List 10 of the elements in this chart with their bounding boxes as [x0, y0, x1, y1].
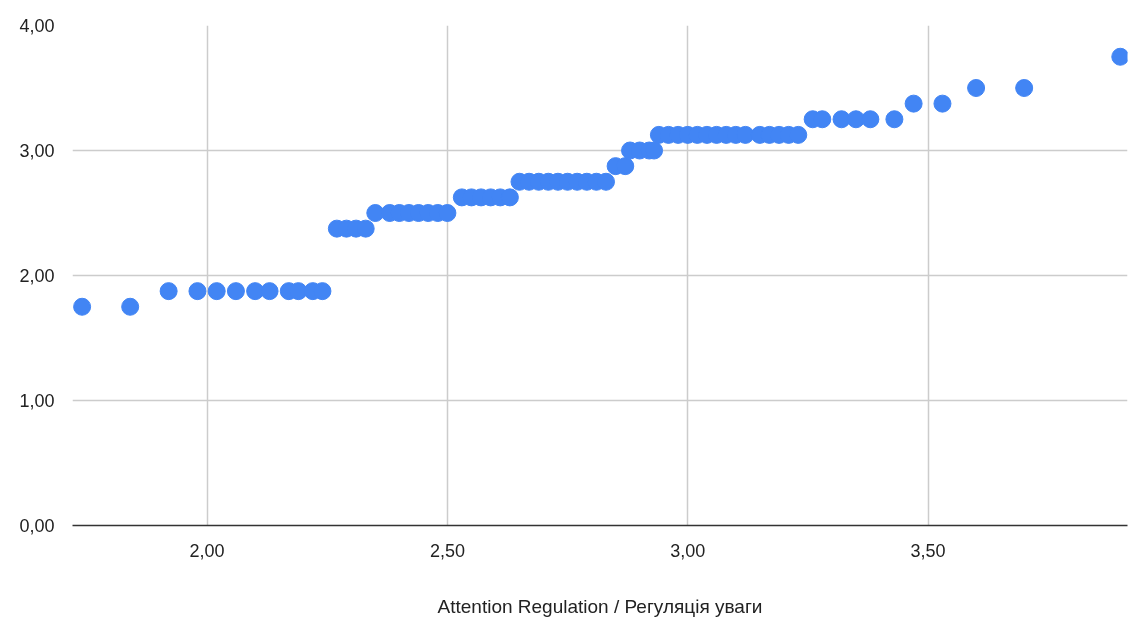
x-tick-label: 3,50 — [910, 540, 946, 561]
y-tick-label: 4,00 — [19, 16, 55, 36]
y-tick-label: 1,00 — [19, 391, 55, 411]
x-tick-label: 2,00 — [189, 540, 225, 561]
y-tick-label: 3,00 — [19, 141, 55, 161]
x-tick-label: 3,00 — [670, 540, 706, 561]
y-tick-label: 2,00 — [19, 266, 55, 286]
y-tick-label: 0,00 — [19, 516, 55, 536]
x-tick-label: 2,50 — [429, 540, 465, 561]
x-axis-title: Attention Regulation / Регуляція уваги — [437, 595, 763, 617]
